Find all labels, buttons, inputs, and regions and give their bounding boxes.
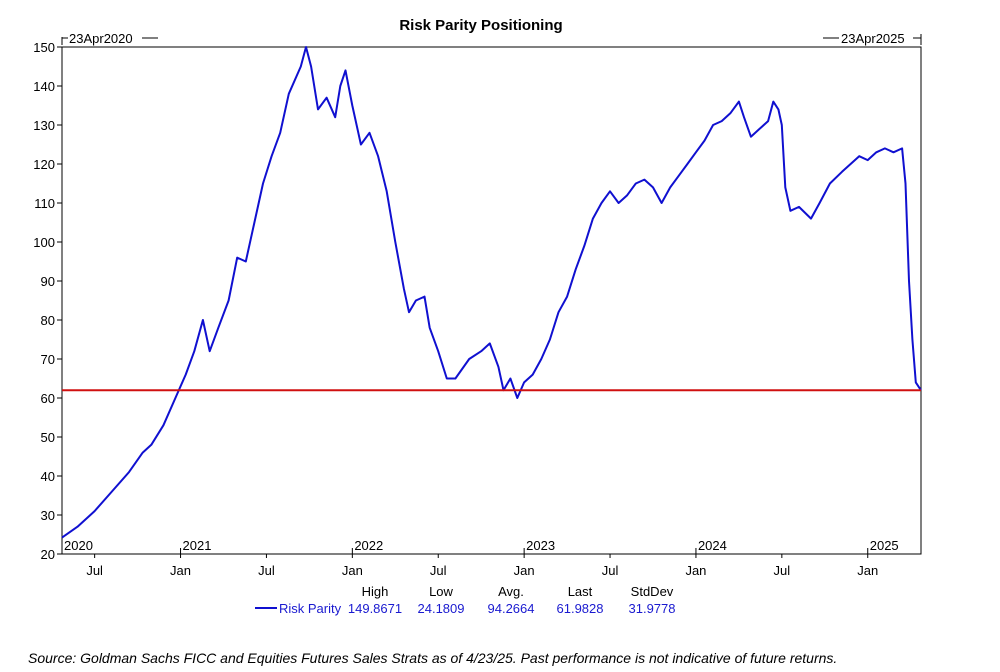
x-month-label: Jul xyxy=(430,563,447,578)
end-date-label: 23Apr2025 xyxy=(841,31,905,46)
x-month-label: Jan xyxy=(514,563,535,578)
stats-value-avg: 94.2664 xyxy=(488,601,535,616)
plot-frame xyxy=(61,46,922,555)
x-month-label: Jul xyxy=(774,563,791,578)
y-tick-label: 50 xyxy=(41,430,55,445)
x-month-label: Jan xyxy=(857,563,878,578)
stats-legend: High Low Avg. Last StdDev Risk Parity 14… xyxy=(255,584,676,616)
stats-value-last: 61.9828 xyxy=(557,601,604,616)
risk-parity-chart: Risk Parity Positioning 23Apr2020 23Apr2… xyxy=(33,17,922,616)
y-tick-label: 80 xyxy=(41,313,55,328)
stats-header-low: Low xyxy=(429,584,453,599)
y-tick-label: 140 xyxy=(33,79,55,94)
stats-header-stddev: StdDev xyxy=(631,584,674,599)
y-tick-label: 60 xyxy=(41,391,55,406)
x-year-label: 2023 xyxy=(526,538,555,553)
y-tick-label: 130 xyxy=(33,118,55,133)
stats-header-avg: Avg. xyxy=(498,584,524,599)
y-tick-label: 100 xyxy=(33,235,55,250)
x-year-label: 2020 xyxy=(64,538,93,553)
plot-area xyxy=(61,46,922,539)
stats-value-low: 24.1809 xyxy=(418,601,465,616)
stats-value-high: 149.8671 xyxy=(348,601,402,616)
y-tick-label: 40 xyxy=(41,469,55,484)
y-tick-label: 30 xyxy=(41,508,55,523)
y-axis: 20 30 40 50 60 70 80 90 100 110 120 130 140 150 xyxy=(33,40,62,562)
y-tick-label: 90 xyxy=(41,274,55,289)
x-year-label: 2025 xyxy=(870,538,899,553)
legend-series-label: Risk Parity xyxy=(279,601,342,616)
x-axis: 2020 2021 2022 2023 2024 2025 Jul Jan Jul Jan Jul J… xyxy=(64,538,899,578)
x-year-label: 2024 xyxy=(698,538,727,553)
chart-title: Risk Parity Positioning xyxy=(399,17,562,34)
series-line-risk-parity xyxy=(61,46,922,539)
source-note: Source: Goldman Sachs FICC and Equities … xyxy=(28,650,838,666)
x-month-label: Jul xyxy=(86,563,103,578)
y-tick-label: 70 xyxy=(41,352,55,367)
x-year-label: 2021 xyxy=(183,538,212,553)
y-tick-label: 150 xyxy=(33,40,55,55)
x-month-label: Jul xyxy=(602,563,619,578)
stats-value-stddev: 31.9778 xyxy=(629,601,676,616)
x-year-label: 2022 xyxy=(354,538,383,553)
y-tick-label: 20 xyxy=(41,547,55,562)
y-tick-label: 110 xyxy=(34,196,55,211)
x-month-label: Jan xyxy=(342,563,363,578)
x-month-label: Jul xyxy=(258,563,275,578)
start-date-label: 23Apr2020 xyxy=(69,31,133,46)
stats-header-high: High xyxy=(362,584,389,599)
y-tick-label: 120 xyxy=(33,157,55,172)
x-month-label: Jan xyxy=(170,563,191,578)
stats-header-last: Last xyxy=(568,584,593,599)
x-month-label: Jan xyxy=(685,563,706,578)
